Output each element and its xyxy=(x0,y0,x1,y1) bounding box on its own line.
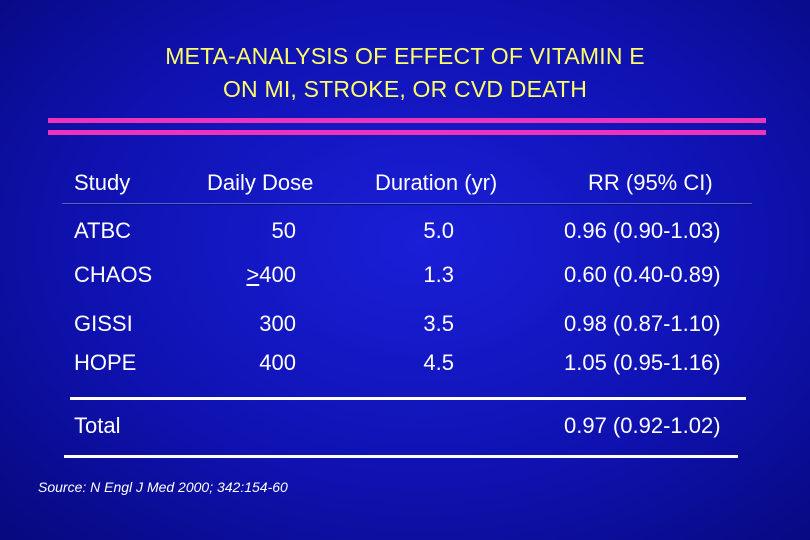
header-study: Study xyxy=(74,170,131,195)
table-row-study: HOPE xyxy=(74,350,137,375)
header-daily-dose: Daily Dose xyxy=(207,170,314,195)
dose-value: 400 xyxy=(259,350,296,375)
slide-title-line-2: ON MI, STROKE, OR CVD DEATH xyxy=(222,76,588,102)
table-row-rr: 0.98 (0.87-1.10) xyxy=(564,311,721,336)
header-rr: RR (95% CI) xyxy=(588,170,713,195)
source-citation: Source: N Engl J Med 2000; 342:154-60 xyxy=(38,479,288,495)
table-row-study: GISSI xyxy=(74,311,133,336)
accent-bar-top xyxy=(48,118,766,123)
slide-title-line-1: META-ANALYSIS OF EFFECT OF VITAMIN E xyxy=(165,43,645,69)
dose-value: 50 xyxy=(271,218,296,243)
table-row-study: ATBC xyxy=(74,218,132,243)
slide-title: META-ANALYSIS OF EFFECT OF VITAMIN E ON … xyxy=(0,40,810,106)
dose-value: 300 xyxy=(259,311,296,336)
header-duration: Duration (yr) xyxy=(375,170,498,195)
table-row-rr: 1.05 (0.95-1.16) xyxy=(564,350,721,375)
header-divider xyxy=(62,203,752,205)
total-label: Total xyxy=(74,413,121,438)
table-row-duration: 1.3 xyxy=(423,262,454,287)
table-row-rr: 0.96 (0.90-1.03) xyxy=(564,218,721,243)
table-row-rr: 0.60 (0.40-0.89) xyxy=(564,262,721,287)
accent-bar-bottom xyxy=(48,130,766,135)
dose-prefix: > xyxy=(246,262,260,287)
bottom-divider xyxy=(64,455,738,458)
table-row-duration: 4.5 xyxy=(423,350,454,375)
table-row-study: CHAOS xyxy=(74,262,153,287)
table-row-dose: 50 xyxy=(218,218,296,244)
table-row-dose: 300 xyxy=(218,311,296,337)
table-row-dose: >400 xyxy=(218,262,296,288)
table-row-duration: 3.5 xyxy=(423,311,454,336)
total-rr: 0.97 (0.92-1.02) xyxy=(564,413,721,438)
total-divider xyxy=(70,397,746,400)
dose-value: 400 xyxy=(259,262,296,287)
table-row-dose: 400 xyxy=(218,350,296,376)
table-row-duration: 5.0 xyxy=(423,218,454,243)
